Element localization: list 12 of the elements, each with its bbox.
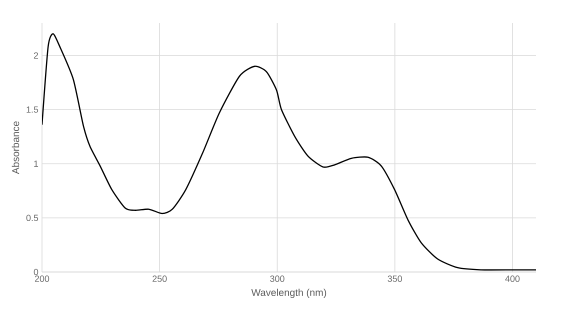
y-tick-label: 0 [34, 268, 38, 276]
x-tick-label: 300 [270, 276, 284, 282]
y-tick-label: 0.5 [26, 214, 38, 222]
y-axis-title: Absorbance [12, 121, 20, 174]
x-tick-label: 350 [388, 276, 402, 282]
x-tick-label: 200 [34, 276, 50, 282]
y-tick-label: 2 [34, 52, 38, 59]
y-tick-label: 1 [34, 160, 38, 167]
x-axis-title: Wavelength (nm) [251, 288, 326, 298]
x-tick-label: 250 [152, 276, 167, 282]
y-tick-label: 1.5 [26, 106, 38, 113]
x-tick-label: 400 [505, 276, 520, 282]
